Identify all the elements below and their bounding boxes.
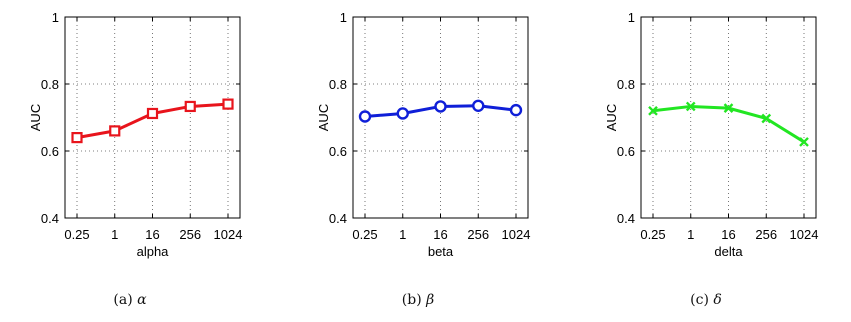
x-tick-label: 256 — [179, 227, 201, 242]
y-tick-label: 0.4 — [617, 211, 635, 226]
data-point — [723, 103, 734, 113]
data-point — [146, 107, 159, 120]
data-point — [799, 137, 809, 147]
chart-panel-alpha: 0.4 0.6 0.8 1 0.25 1 16 256 1024 alpha AUC (a) α — [0, 0, 260, 322]
x-tick-label: 256 — [755, 227, 777, 242]
y-tick-label: 0.4 — [329, 211, 347, 226]
data-point — [509, 103, 523, 117]
y-tick-label: 0.8 — [329, 77, 347, 92]
x-axis-label: alpha — [137, 244, 170, 259]
y-tick-label: 0.6 — [41, 144, 59, 159]
x-tick-label: 256 — [467, 227, 489, 242]
caption-alpha-symbol: α — [137, 292, 147, 308]
grid — [353, 17, 528, 218]
y-tick-label: 0.8 — [41, 77, 59, 92]
x-tick-label: 0.25 — [640, 227, 665, 242]
data-point — [109, 125, 121, 137]
caption-beta-prefix: (b) — [401, 292, 422, 308]
chart-panel-delta: 0.4 0.6 0.8 1 0.25 1 16 256 1024 delta AUC (c) δ — [576, 0, 836, 322]
data-point — [184, 100, 196, 113]
x-tick-label: 1024 — [790, 227, 819, 242]
x-tick-label: 16 — [145, 227, 159, 242]
y-tick-label: 0.8 — [617, 77, 635, 92]
data-point — [396, 107, 409, 120]
y-tick-label: 1 — [340, 10, 347, 25]
x-tick-label: 1 — [111, 227, 118, 242]
x-tick-label: 16 — [721, 227, 735, 242]
auc-alpha-chart: 0.4 0.6 0.8 1 0.25 1 16 256 1024 alpha AUC — [28, 10, 243, 259]
x-tick-label: 0.25 — [64, 227, 89, 242]
data-point — [434, 100, 447, 113]
auc-beta-chart: 0.4 0.6 0.8 1 0.25 1 16 256 1024 beta AUC — [316, 10, 531, 259]
y-tick-label: 1 — [628, 10, 635, 25]
x-tick-label: 1024 — [502, 227, 531, 242]
grid — [641, 17, 816, 218]
x-axis-label: beta — [428, 244, 454, 259]
data-point — [222, 98, 234, 110]
x-tick-label: 1 — [687, 227, 694, 242]
data-point — [685, 101, 696, 112]
data-point — [472, 99, 485, 112]
chart-panel-beta: 0.4 0.6 0.8 1 0.25 1 16 256 1024 beta AUC (b) β — [288, 0, 548, 322]
y-tick-label: 0.4 — [41, 211, 59, 226]
x-tick-label: 1024 — [214, 227, 243, 242]
data-point — [358, 110, 372, 123]
caption-delta-prefix: (c) — [690, 292, 709, 308]
y-axis-label: AUC — [28, 104, 43, 131]
series-line — [652, 104, 805, 144]
data-point — [648, 105, 658, 116]
x-tick-label: 16 — [433, 227, 447, 242]
auc-delta-chart: 0.4 0.6 0.8 1 0.25 1 16 256 1024 delta AUC — [604, 10, 819, 259]
caption-beta-symbol: β — [426, 292, 435, 308]
data-point — [761, 113, 772, 124]
x-tick-label: 0.25 — [352, 227, 377, 242]
x-tick-label: 1 — [399, 227, 406, 242]
y-tick-label: 0.6 — [617, 144, 635, 159]
data-point — [71, 132, 83, 144]
caption-delta-symbol: δ — [713, 292, 722, 308]
caption-delta: (c) δ — [576, 292, 836, 308]
caption-alpha-prefix: (a) — [113, 292, 133, 308]
caption-beta: (b) β — [288, 292, 548, 308]
y-axis-label: AUC — [316, 104, 331, 131]
y-axis-label: AUC — [604, 104, 619, 131]
caption-alpha: (a) α — [0, 292, 260, 308]
y-tick-label: 0.6 — [329, 144, 347, 159]
x-axis-label: delta — [714, 244, 743, 259]
y-tick-label: 1 — [52, 10, 59, 25]
